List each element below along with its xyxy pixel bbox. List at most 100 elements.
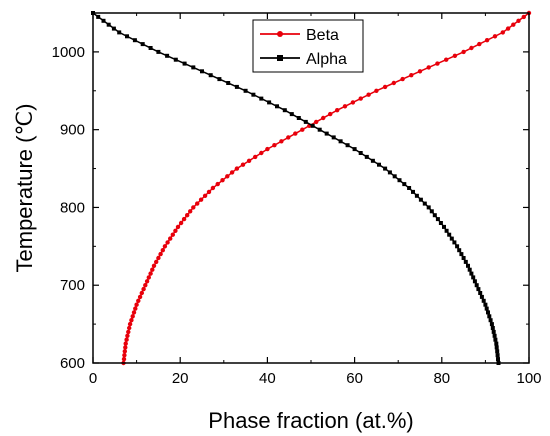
data-point-beta bbox=[417, 69, 423, 74]
data-point-beta bbox=[122, 353, 127, 358]
data-point-alpha bbox=[472, 279, 477, 284]
data-point-alpha bbox=[156, 49, 161, 54]
data-point-beta bbox=[139, 290, 144, 296]
data-point-alpha bbox=[432, 213, 437, 218]
data-point-beta bbox=[143, 283, 148, 288]
data-point-beta bbox=[366, 92, 371, 97]
data-point-beta bbox=[154, 259, 159, 265]
data-point-beta bbox=[452, 53, 458, 58]
data-point-beta bbox=[121, 356, 127, 362]
data-point-alpha bbox=[494, 345, 499, 350]
data-point-alpha bbox=[471, 275, 476, 280]
data-point-alpha bbox=[476, 287, 481, 292]
data-point-alpha bbox=[251, 92, 256, 97]
data-point-beta bbox=[477, 41, 482, 47]
data-point-beta bbox=[160, 248, 165, 253]
data-point-beta bbox=[136, 298, 141, 303]
data-point-beta bbox=[469, 45, 474, 51]
data-point-beta bbox=[279, 139, 284, 144]
data-point-beta bbox=[314, 119, 319, 125]
data-point-alpha bbox=[282, 108, 287, 113]
data-point-alpha bbox=[488, 318, 493, 323]
data-point-beta bbox=[321, 115, 326, 121]
data-point-alpha bbox=[324, 131, 329, 136]
data-point-beta bbox=[516, 18, 521, 23]
x-tick-label: 80 bbox=[433, 370, 450, 387]
data-point-alpha bbox=[148, 46, 153, 50]
data-point-alpha bbox=[418, 197, 423, 202]
data-point-beta bbox=[335, 108, 340, 113]
data-point-alpha bbox=[463, 259, 468, 264]
data-point-alpha bbox=[407, 186, 412, 190]
series-layer bbox=[91, 10, 532, 366]
data-point-beta bbox=[206, 189, 212, 195]
data-point-alpha bbox=[491, 329, 496, 334]
data-point-alpha bbox=[397, 178, 402, 183]
data-point-alpha bbox=[106, 22, 111, 27]
data-point-alpha bbox=[377, 162, 381, 167]
data-point-alpha bbox=[457, 248, 462, 253]
data-point-alpha bbox=[364, 154, 369, 159]
data-point-beta bbox=[484, 38, 490, 43]
data-point-beta bbox=[185, 213, 190, 218]
data-point-beta bbox=[382, 84, 388, 90]
data-point-beta bbox=[342, 104, 348, 109]
data-point-beta bbox=[150, 267, 155, 272]
data-point-alpha bbox=[442, 224, 446, 229]
data-point-beta bbox=[141, 286, 146, 292]
data-point-beta bbox=[358, 96, 363, 101]
data-point-beta bbox=[444, 57, 449, 62]
data-point-alpha bbox=[449, 236, 454, 241]
data-point-alpha bbox=[479, 294, 484, 299]
data-point-beta bbox=[131, 310, 137, 315]
data-point-beta bbox=[173, 228, 178, 233]
data-point-beta bbox=[133, 306, 138, 311]
data-point-beta bbox=[123, 345, 128, 350]
data-point-alpha bbox=[165, 53, 170, 58]
data-point-beta bbox=[181, 216, 187, 222]
data-point-beta bbox=[126, 329, 131, 335]
x-tick-label: 100 bbox=[516, 370, 541, 387]
data-point-alpha bbox=[173, 57, 178, 62]
data-point-alpha bbox=[444, 228, 449, 233]
data-point-beta bbox=[461, 49, 466, 55]
data-point-alpha bbox=[317, 127, 322, 132]
data-point-beta bbox=[123, 341, 128, 346]
data-point-alpha bbox=[483, 302, 488, 307]
data-point-beta bbox=[210, 185, 216, 191]
data-point-alpha bbox=[496, 357, 500, 362]
data-point-beta bbox=[125, 333, 130, 338]
data-point-alpha bbox=[352, 147, 357, 152]
data-point-beta bbox=[521, 14, 526, 20]
data-point-alpha bbox=[467, 267, 472, 272]
data-point-beta bbox=[391, 80, 396, 86]
legend-box bbox=[252, 19, 364, 73]
data-point-beta bbox=[400, 76, 405, 82]
data-point-alpha bbox=[267, 100, 272, 105]
data-point-alpha bbox=[338, 139, 343, 144]
data-point-alpha bbox=[495, 349, 500, 354]
data-point-beta bbox=[165, 240, 170, 245]
data-point-alpha bbox=[125, 34, 129, 39]
data-point-beta bbox=[198, 197, 204, 202]
x-tick-label: 60 bbox=[346, 370, 363, 387]
data-point-beta bbox=[225, 174, 230, 179]
x-axis-title: Phase fraction (at.%) bbox=[208, 408, 413, 433]
data-point-alpha bbox=[101, 18, 106, 23]
data-point-alpha bbox=[402, 182, 407, 187]
legend-label-alpha: Alpha bbox=[306, 51, 347, 68]
data-point-alpha bbox=[358, 151, 363, 155]
data-point-alpha bbox=[414, 193, 419, 198]
data-point-beta bbox=[162, 244, 168, 249]
data-point-beta bbox=[300, 127, 305, 132]
data-point-beta bbox=[148, 271, 153, 276]
data-point-beta bbox=[144, 279, 150, 284]
data-point-alpha bbox=[217, 77, 222, 82]
data-point-alpha bbox=[461, 256, 466, 260]
legend: Beta Alpha bbox=[252, 19, 364, 73]
data-point-beta bbox=[130, 314, 135, 319]
data-point-beta bbox=[127, 321, 133, 327]
data-point-alpha bbox=[310, 123, 315, 128]
data-point-beta bbox=[500, 30, 505, 35]
data-point-beta bbox=[175, 224, 181, 230]
